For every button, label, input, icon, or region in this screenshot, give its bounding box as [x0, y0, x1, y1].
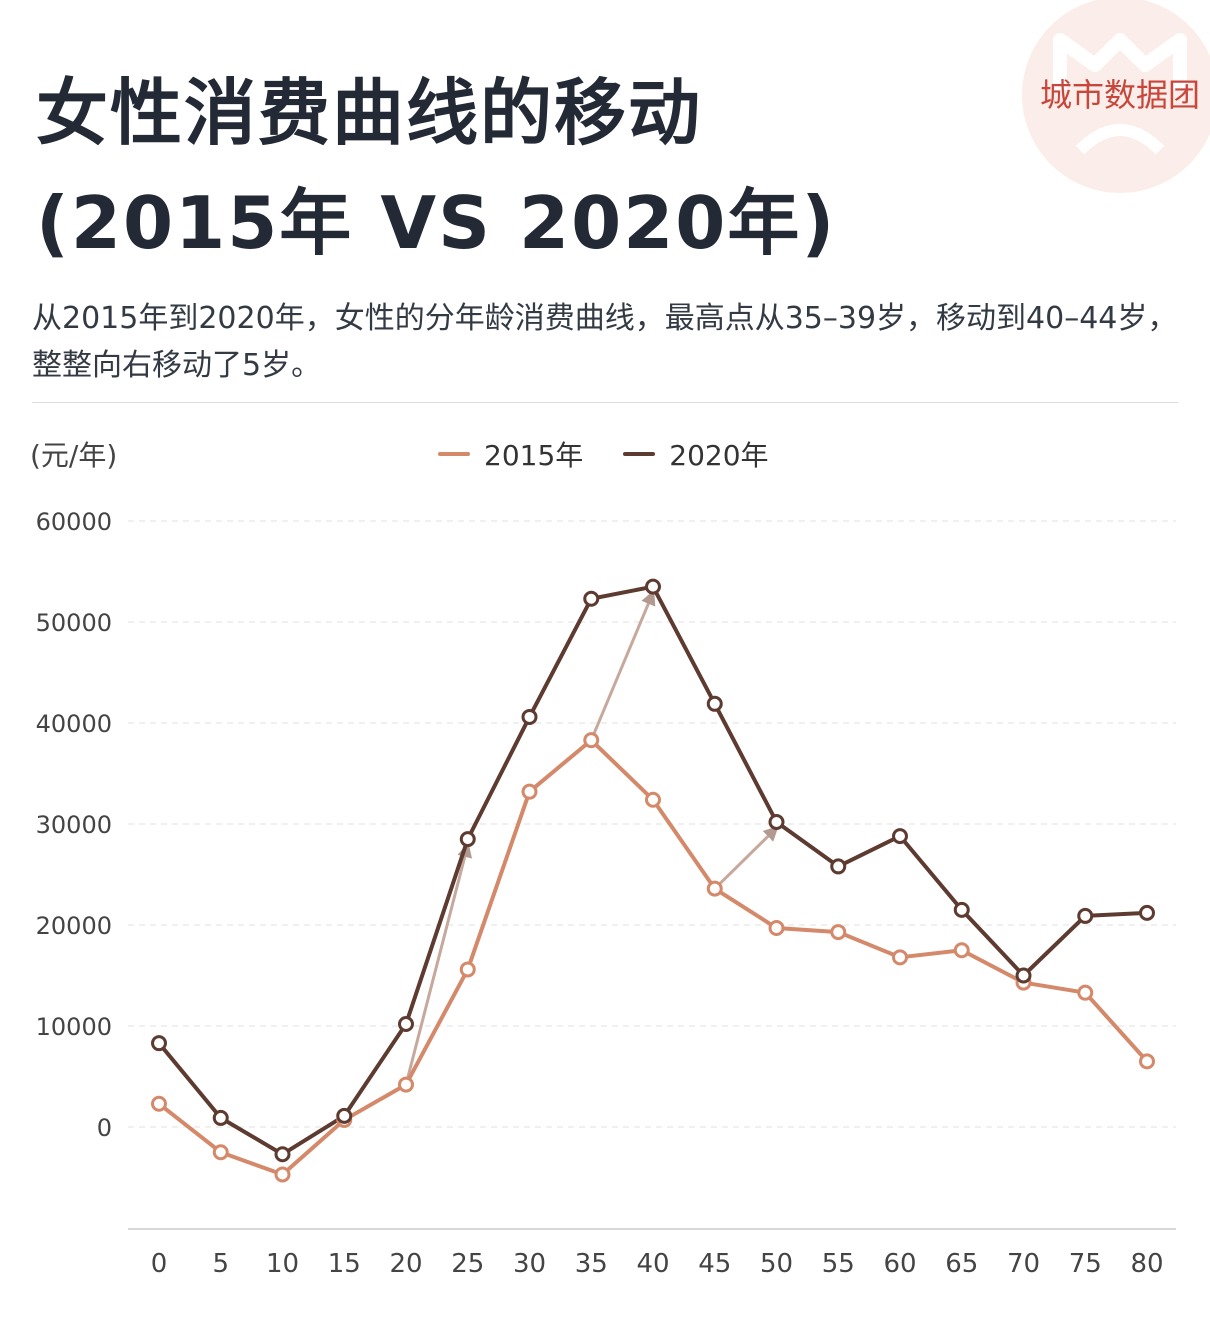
title-line-1: 女性消费曲线的移动 — [36, 71, 703, 155]
x-tick-label-25: 25 — [451, 1249, 484, 1279]
x-tick-label-55: 55 — [822, 1249, 855, 1279]
logo-watermark-icon — [1022, 0, 1210, 193]
data-point-s0-5 — [212, 1144, 229, 1161]
page-subtitle: 从2015年到2020年，女性的分年龄消费曲线，最高点从35–39岁，移动到40… — [32, 301, 1178, 383]
x-tick-label-15: 15 — [328, 1249, 361, 1279]
legend-swatch-2020 — [623, 452, 656, 456]
data-point-s1-55 — [830, 858, 847, 875]
x-tick-label-35: 35 — [575, 1249, 608, 1279]
data-point-s0-35 — [583, 732, 600, 749]
x-tick-label-60: 60 — [883, 1249, 916, 1279]
data-point-s0-10 — [274, 1166, 291, 1183]
data-point-s1-70 — [1015, 967, 1032, 984]
y-tick-label-40000: 40000 — [36, 710, 112, 738]
data-point-s1-60 — [892, 828, 908, 845]
data-point-s1-30 — [521, 708, 538, 725]
x-tick-label-20: 20 — [389, 1249, 422, 1279]
data-point-s1-50 — [768, 813, 785, 830]
data-point-s1-40 — [645, 578, 661, 595]
legend-item-2015: 2015年 — [438, 434, 583, 474]
y-tick-label-50000: 50000 — [36, 609, 112, 637]
data-point-s1-65 — [953, 901, 970, 918]
divider — [32, 402, 1178, 403]
x-tick-label-0: 0 — [151, 1249, 168, 1279]
x-tick-label-50: 50 — [760, 1249, 793, 1279]
x-tick-label-5: 5 — [212, 1249, 229, 1279]
shift-arrow-1 — [404, 842, 473, 1085]
y-tick-label-30000: 30000 — [36, 811, 112, 839]
data-point-s0-45 — [706, 880, 723, 897]
data-point-s0-80 — [1139, 1053, 1155, 1070]
legend-item-2020: 2020年 — [623, 434, 769, 474]
data-point-s0-25 — [459, 961, 476, 978]
y-tick-label-20000: 20000 — [36, 912, 112, 940]
data-point-s1-0 — [151, 1035, 167, 1052]
data-point-s0-50 — [768, 920, 785, 937]
x-tick-label-70: 70 — [1007, 1249, 1040, 1279]
data-point-s0-40 — [645, 791, 661, 808]
data-point-s1-80 — [1139, 904, 1155, 921]
title-line-2: (2015年 VS 2020年) — [36, 181, 837, 265]
data-point-s0-20 — [398, 1076, 414, 1093]
x-tick-label-75: 75 — [1069, 1249, 1102, 1279]
data-point-s0-65 — [953, 942, 970, 959]
legend-label-2015: 2015年 — [484, 439, 584, 472]
x-tick-label-65: 65 — [945, 1249, 978, 1279]
series-line-1 — [157, 584, 1149, 1157]
data-point-s0-30 — [521, 783, 538, 800]
x-tick-label-45: 45 — [698, 1249, 731, 1279]
data-point-s0-60 — [892, 949, 908, 966]
data-point-s1-10 — [274, 1146, 291, 1163]
data-point-s0-0 — [151, 1095, 167, 1112]
shift-arrow-2 — [589, 589, 656, 741]
shift-arrow-3 — [713, 825, 779, 890]
data-point-s1-45 — [706, 695, 723, 712]
data-point-s1-35 — [583, 590, 600, 607]
data-point-s0-55 — [830, 924, 847, 941]
y-tick-label-10000: 10000 — [36, 1013, 112, 1041]
y-axis-unit-label: (元/年) — [30, 439, 118, 472]
data-point-s1-75 — [1077, 907, 1094, 924]
legend-swatch-2015 — [438, 452, 470, 456]
x-tick-label-40: 40 — [636, 1249, 669, 1279]
data-point-s0-75 — [1077, 984, 1094, 1001]
x-tick-label-80: 80 — [1130, 1249, 1163, 1279]
y-tick-label-0: 0 — [97, 1114, 112, 1142]
data-point-s1-20 — [398, 1015, 414, 1032]
page-title: 女性消费曲线的移动 (2015年 VS 2020年) — [36, 58, 836, 278]
x-tick-label-30: 30 — [513, 1249, 546, 1279]
x-tick-label-10: 10 — [266, 1249, 299, 1279]
y-tick-label-60000: 60000 — [36, 508, 112, 536]
data-point-s1-25 — [459, 831, 476, 848]
logo-text: 城市数据团 — [1040, 76, 1201, 114]
data-point-s1-15 — [336, 1107, 353, 1124]
data-point-s1-5 — [212, 1109, 229, 1126]
legend-label-2020: 2020年 — [669, 439, 769, 472]
chart-legend: 2015年 2020年 — [438, 434, 769, 474]
